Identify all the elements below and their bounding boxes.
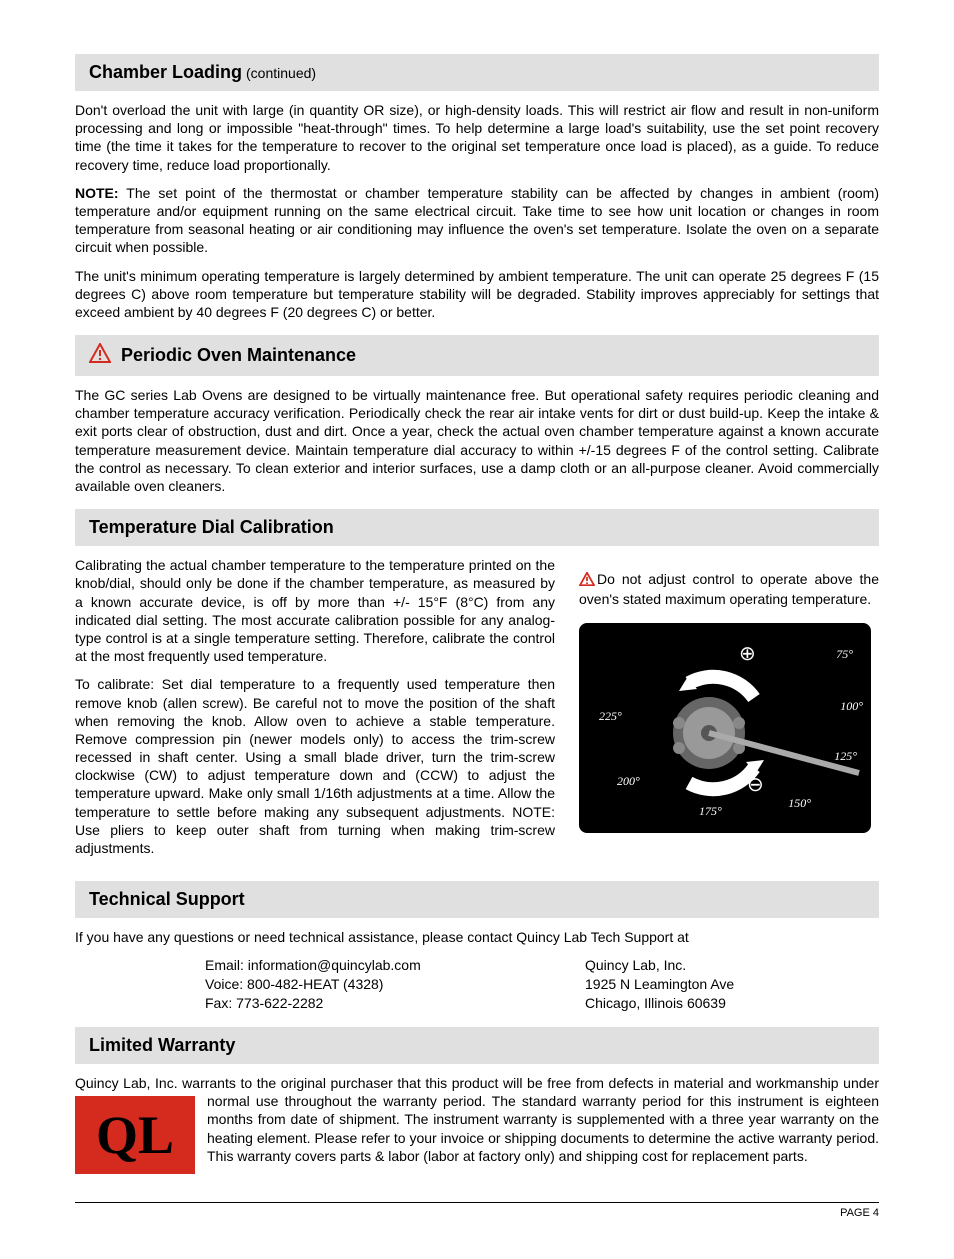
page-container: Chamber Loading (continued) Don't overlo…: [0, 0, 954, 1259]
warranty-body: Quincy Lab, Inc. warrants to the origina…: [75, 1074, 879, 1178]
calibration-p2: To calibrate: Set dial temperature to a …: [75, 675, 555, 857]
section-title-warranty: Limited Warranty: [89, 1035, 235, 1056]
section-header-maintenance: Periodic Oven Maintenance: [75, 335, 879, 376]
section-header-chamber: Chamber Loading (continued): [75, 54, 879, 91]
chamber-note: NOTE: The set point of the thermostat or…: [75, 184, 879, 257]
maintenance-p1: The GC series Lab Ovens are designed to …: [75, 386, 879, 495]
section-header-warranty: Limited Warranty: [75, 1027, 879, 1064]
dial-100: 100°: [840, 699, 863, 714]
calibration-left: Calibrating the actual chamber temperatu…: [75, 556, 555, 867]
section-continued: (continued): [246, 65, 316, 81]
calibration-warning-text: Do not adjust control to operate above t…: [579, 571, 879, 607]
section-header-calibration: Temperature Dial Calibration: [75, 509, 879, 546]
support-intro: If you have any questions or need techni…: [75, 928, 879, 946]
support-voice: Voice: 800-482-HEAT (4328): [205, 975, 585, 994]
support-fax: Fax: 773-622-2282: [205, 994, 585, 1013]
page-footer: PAGE 4: [75, 1202, 879, 1219]
note-label: NOTE:: [75, 185, 119, 201]
dial-minus: ⊖: [747, 772, 764, 797]
page-number: PAGE 4: [840, 1207, 879, 1219]
section-title-calibration: Temperature Dial Calibration: [89, 517, 334, 538]
ql-logo: QL: [75, 1096, 195, 1174]
section-title-support: Technical Support: [89, 889, 245, 910]
warning-icon: [579, 572, 595, 590]
calibration-columns: Calibrating the actual chamber temperatu…: [75, 556, 879, 867]
dial-200: 200°: [617, 774, 640, 789]
dial-75: 75°: [836, 647, 853, 662]
support-addr2: Chicago, Illinois 60639: [585, 994, 734, 1013]
dial-125: 125°: [834, 749, 857, 764]
chamber-p3: The unit's minimum operating temperature…: [75, 267, 879, 322]
chamber-p1: Don't overload the unit with large (in q…: [75, 101, 879, 174]
support-columns: Email: information@quincylab.com Voice: …: [205, 956, 879, 1013]
dial-175: 175°: [699, 804, 722, 819]
support-company: Quincy Lab, Inc.: [585, 956, 734, 975]
note-text: The set point of the thermostat or chamb…: [75, 185, 879, 256]
dial-225: 225°: [599, 709, 622, 724]
support-address: Quincy Lab, Inc. 1925 N Leamington Ave C…: [585, 956, 734, 1013]
dial-150: 150°: [788, 796, 811, 811]
section-title-maintenance: Periodic Oven Maintenance: [121, 345, 356, 366]
support-addr1: 1925 N Leamington Ave: [585, 975, 734, 994]
section-header-support: Technical Support: [75, 881, 879, 918]
calibration-right: Do not adjust control to operate above t…: [579, 556, 879, 867]
support-email: Email: information@quincylab.com: [205, 956, 585, 975]
support-contact: Email: information@quincylab.com Voice: …: [205, 956, 585, 1013]
ql-logo-text: QL: [96, 1108, 174, 1162]
dial-plus: ⊕: [739, 641, 756, 666]
calibration-warning: Do not adjust control to operate above t…: [579, 570, 879, 608]
dial-photo: 75° 100° 125° 150° 175° 200° 225° ⊕ ⊖: [579, 623, 871, 833]
calibration-p1: Calibrating the actual chamber temperatu…: [75, 556, 555, 665]
warning-icon: [89, 343, 111, 368]
section-title-chamber: Chamber Loading: [89, 62, 242, 83]
